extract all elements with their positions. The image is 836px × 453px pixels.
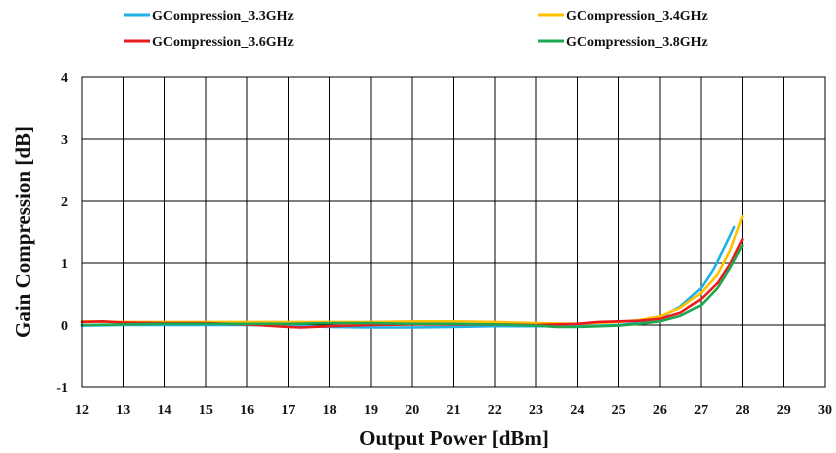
x-tick-label: 25 (612, 403, 626, 418)
legend-label: GCompression_3.4GHz (566, 9, 708, 24)
series-line-1 (82, 227, 734, 328)
legend-item-1: GCompression_3.3GHz (124, 9, 294, 24)
x-tick-label: 16 (240, 403, 254, 418)
x-tick-label: 14 (158, 403, 172, 418)
x-axis-title: Output Power [dBm] (359, 426, 549, 450)
y-tick-label: -1 (56, 381, 68, 396)
x-tick-label: 21 (447, 403, 461, 418)
y-tick-label: 2 (61, 195, 68, 210)
x-tick-label: 12 (75, 403, 89, 418)
x-tick-label: 18 (323, 403, 337, 418)
x-tick-label: 29 (777, 403, 791, 418)
legend-label: GCompression_3.3GHz (152, 9, 294, 24)
x-tick-label: 20 (405, 403, 419, 418)
y-tick-label: 1 (61, 257, 68, 272)
x-tick-label: 23 (529, 403, 543, 418)
y-axis-ticks: -1 0 1 2 3 4 (56, 71, 68, 396)
y-tick-label: 3 (61, 133, 68, 148)
y-tick-label: 4 (61, 71, 68, 86)
x-tick-label: 22 (488, 403, 502, 418)
grid (82, 77, 825, 387)
x-tick-label: 28 (735, 403, 749, 418)
legend-label: GCompression_3.6GHz (152, 35, 294, 50)
y-tick-label: 0 (61, 319, 68, 334)
x-axis-ticks: 12 13 14 15 16 17 18 19 20 21 22 23 24 25 26 27 28 29 30 (75, 403, 832, 418)
x-tick-label: 27 (694, 403, 708, 418)
x-tick-label: 13 (116, 403, 130, 418)
x-tick-label: 19 (364, 403, 378, 418)
legend-item-2: GCompression_3.4GHz (538, 9, 708, 24)
legend-item-4: GCompression_3.8GHz (538, 35, 708, 50)
legend: GCompression_3.3GHz GCompression_3.4GHz GC… (124, 9, 708, 50)
x-tick-label: 24 (570, 403, 584, 418)
x-tick-label: 26 (653, 403, 667, 418)
x-tick-label: 30 (818, 403, 832, 418)
legend-item-3: GCompression_3.6GHz (124, 35, 294, 50)
x-tick-label: 17 (281, 403, 295, 418)
x-tick-label: 15 (199, 403, 213, 418)
legend-label: GCompression_3.8GHz (566, 35, 708, 50)
y-axis-title: Gain Compression [dB] (11, 126, 35, 338)
